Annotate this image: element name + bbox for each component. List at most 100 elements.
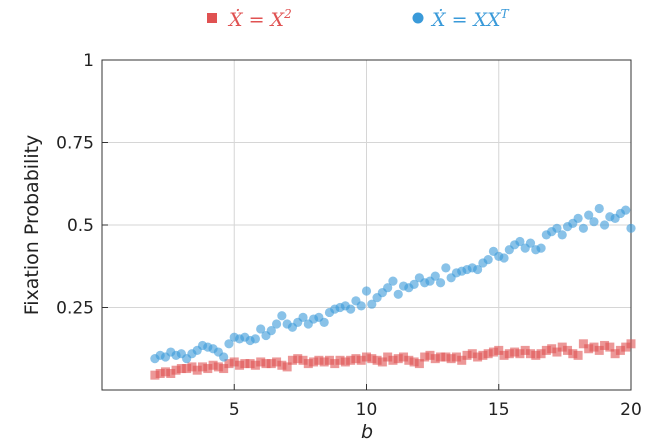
data-point-square (340, 357, 350, 367)
x-tick-label: 10 (356, 400, 378, 420)
data-point-square (430, 354, 440, 364)
data-point-square (467, 349, 477, 359)
data-point-square (573, 350, 583, 360)
data-point-square (494, 345, 504, 355)
data-point-circle (388, 276, 398, 286)
data-point-circle (271, 319, 282, 329)
data-point-square (219, 364, 229, 374)
data-point-circle (525, 238, 536, 248)
data-point-circle (393, 289, 403, 299)
data-point-square (584, 344, 594, 354)
grid (102, 59, 632, 390)
data-point-circle (584, 210, 594, 220)
data-point-circle (266, 326, 276, 336)
data-point-square (293, 354, 303, 364)
data-point-square (473, 352, 483, 362)
data-point-square (298, 355, 308, 365)
data-point-square (362, 352, 371, 362)
data-point-square (203, 364, 213, 374)
data-point-circle (224, 339, 234, 349)
data-point-square (213, 362, 223, 372)
data-point-square (621, 342, 631, 352)
data-point-square (510, 347, 520, 357)
data-point-circle (367, 299, 377, 309)
data-point-square (399, 352, 409, 362)
data-point-square (531, 350, 541, 360)
data-point-square (515, 349, 525, 359)
data-point-square (504, 349, 514, 359)
data-point-square (615, 345, 625, 355)
data-point-square (335, 355, 345, 365)
data-point-square (525, 349, 535, 359)
data-point-square (240, 359, 250, 369)
data-point-circle (250, 334, 261, 344)
data-point-square (541, 345, 551, 355)
data-point-square (351, 354, 361, 364)
data-point-square (272, 357, 282, 367)
data-point-square (198, 362, 208, 372)
data-point-square (235, 360, 245, 370)
data-point-square (166, 369, 176, 378)
data-point-square (409, 357, 419, 367)
data-point-circle (298, 312, 308, 322)
data-point-square (488, 347, 498, 357)
data-point-square (483, 349, 493, 359)
data-point-square (171, 365, 181, 375)
data-point-circle (552, 223, 562, 233)
data-point-square (324, 355, 334, 365)
data-point-square (478, 350, 488, 360)
data-point-square (150, 370, 160, 380)
data-point-square (557, 342, 567, 352)
data-point-circle (573, 213, 583, 223)
data-point-square (282, 362, 292, 372)
data-point-square (277, 360, 287, 370)
y-tick-label: 0.25 (56, 299, 94, 319)
data-point-square (520, 345, 530, 355)
legend-marker-circle (412, 12, 424, 24)
series-2 (150, 203, 636, 364)
data-point-square (356, 355, 366, 365)
data-point-square (605, 342, 615, 352)
data-point-square (182, 364, 192, 374)
data-point-circle (277, 311, 287, 321)
data-point-square (372, 355, 382, 365)
data-point-square (250, 360, 260, 370)
data-point-circle (626, 223, 636, 233)
data-point-circle (578, 223, 588, 233)
legend-label-series-1: Ẋ = X2 (227, 7, 292, 31)
data-point-square (563, 345, 573, 355)
data-point-circle (383, 283, 393, 293)
data-point-circle (435, 278, 446, 288)
data-point-circle (430, 271, 440, 281)
data-point-square (393, 354, 403, 364)
data-point-circle (472, 264, 483, 275)
data-point-circle (621, 205, 631, 215)
data-point-circle (219, 352, 229, 362)
data-point-square (446, 354, 456, 364)
data-point-square (552, 347, 562, 357)
data-point-square (346, 355, 356, 365)
data-point-square (245, 359, 255, 369)
y-axis-label: Fixation Probability (21, 135, 43, 316)
legend-label-series-2: Ẋ = XXT (430, 7, 510, 31)
y-tick-label: 1 (83, 51, 94, 71)
data-point-square (176, 364, 186, 374)
data-point-circle (356, 301, 366, 311)
legend-label-series-1-sup: 2 (283, 7, 292, 21)
data-point-square (261, 359, 271, 369)
data-point-square (155, 369, 165, 378)
data-point-circle (483, 255, 493, 265)
data-point-square (499, 350, 509, 360)
data-point-square (314, 355, 324, 365)
data-point-square (451, 352, 461, 362)
data-point-square (187, 362, 197, 372)
data-point-square (383, 352, 393, 362)
ticks: 5 10 15 20 0.25 0.5 0.75 1 (56, 51, 642, 420)
x-tick-label: 5 (229, 400, 240, 420)
data-point-square (600, 340, 610, 350)
data-point-circle (557, 230, 567, 240)
data-point-square (547, 344, 557, 354)
data-point-square (536, 349, 546, 359)
data-point-square (256, 357, 266, 367)
data-point-square (309, 357, 319, 367)
